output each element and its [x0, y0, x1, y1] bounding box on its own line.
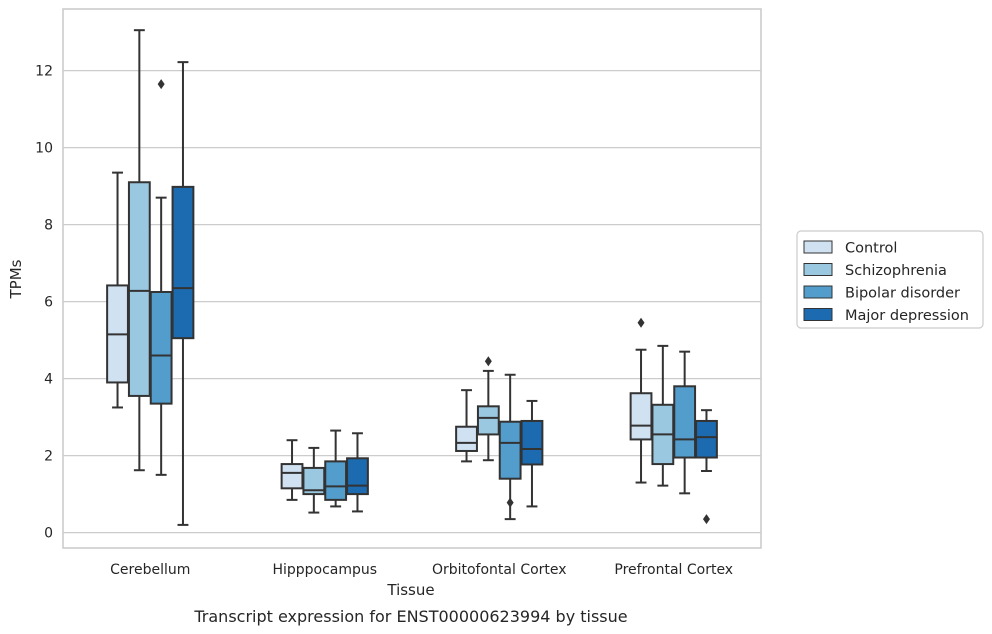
box-major-depression — [695, 409, 718, 525]
box-schizophrenia — [127, 29, 151, 472]
legend-swatch — [803, 263, 833, 276]
box-iqr — [149, 290, 173, 405]
y-tick-label: 2 — [44, 449, 53, 465]
box-iqr — [127, 181, 151, 397]
y-tick-label: 0 — [44, 526, 53, 542]
box-iqr — [673, 385, 697, 459]
box-control — [455, 389, 478, 463]
box-control — [629, 317, 653, 484]
x-axis-ticks: Cerebellum Hipppocampus Orbitofontal Corte… — [110, 562, 733, 578]
box-schizophrenia — [476, 356, 500, 462]
figure-caption: Transcript expression for ENST0000062399… — [193, 607, 627, 626]
legend-swatch — [803, 240, 833, 254]
legend-frame — [796, 230, 984, 329]
box-iqr — [476, 405, 500, 436]
outlier-point — [702, 514, 710, 525]
box-iqr — [629, 392, 653, 441]
box-major-depression — [520, 399, 544, 508]
legend-entry-label: Major depression — [845, 308, 969, 324]
box-major-depression — [171, 61, 195, 526]
box-iqr — [520, 419, 544, 466]
box-iqr — [280, 463, 304, 490]
outlier-point — [637, 317, 645, 328]
box-schizophrenia — [302, 446, 326, 514]
box-major-depression — [346, 432, 369, 513]
box-bipolar-disorder — [498, 373, 522, 521]
box-bipolar-disorder — [149, 79, 173, 476]
outlier-point — [506, 497, 514, 508]
box-iqr — [455, 425, 478, 452]
box-control — [106, 171, 129, 409]
y-tick-label: 6 — [44, 295, 53, 311]
box-groups — [106, 29, 718, 526]
legend-swatch — [803, 308, 833, 321]
legend-entry-label: Schizophrenia — [845, 263, 947, 279]
box-bipolar-disorder — [673, 350, 697, 495]
box-iqr — [498, 420, 522, 480]
outlier-point — [484, 356, 492, 367]
plot-area-frame — [62, 8, 762, 549]
box-bipolar-disorder — [324, 429, 348, 508]
box-iqr — [171, 185, 195, 340]
box-iqr — [346, 457, 369, 496]
x-tick-label: Hipppocampus — [272, 562, 377, 578]
box-schizophrenia — [651, 344, 675, 487]
outlier-point — [157, 79, 165, 90]
box-iqr — [324, 460, 348, 501]
x-axis-label: Tissue — [386, 581, 434, 599]
y-tick-label: 4 — [44, 372, 53, 388]
y-axis-ticks: 0 2 4 6 8 10 12 — [35, 64, 53, 542]
legend: Control Schizophrenia Bipolar disorder Majo… — [796, 230, 984, 329]
legend-entry-label: Bipolar disorder — [845, 286, 960, 302]
x-tick-label: Orbitofontal Cortex — [432, 562, 567, 578]
x-tick-label: Cerebellum — [110, 562, 190, 578]
y-axis-label: TPMs — [7, 259, 25, 299]
y-tick-label: 10 — [35, 141, 53, 157]
x-tick-label: Prefrontal Cortex — [614, 562, 733, 578]
legend-entry-label: Control — [845, 241, 897, 257]
y-tick-label: 8 — [44, 218, 53, 234]
legend-swatch — [803, 285, 833, 299]
y-tick-label: 12 — [35, 64, 53, 80]
box-control — [280, 439, 304, 501]
box-iqr — [695, 419, 718, 459]
